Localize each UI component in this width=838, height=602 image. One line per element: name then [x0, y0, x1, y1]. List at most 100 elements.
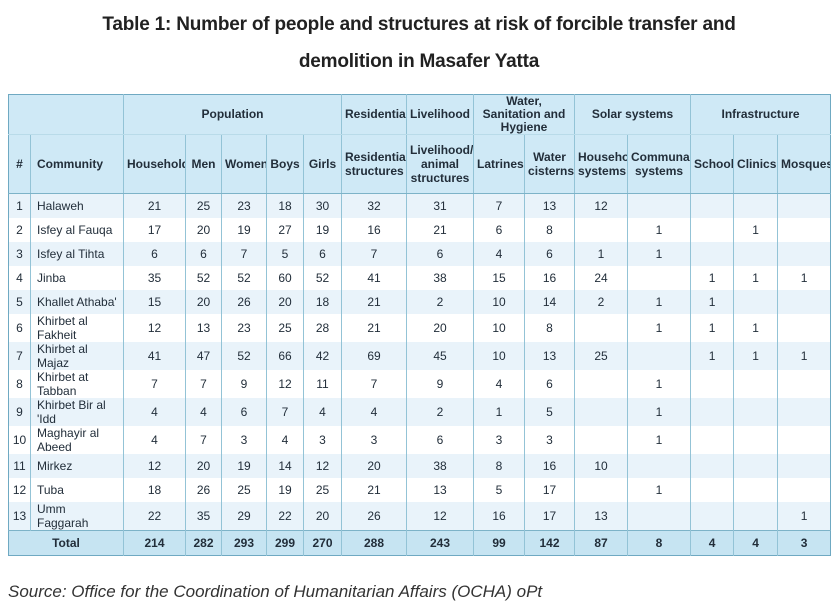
value-cell: 8: [473, 453, 525, 478]
value-cell: 1: [627, 217, 691, 242]
group-header-cell: Solar systems: [574, 94, 691, 135]
group-header-cell: Population: [122, 94, 342, 135]
value-cell: 35: [185, 501, 222, 530]
value-cell: [627, 501, 691, 530]
value-cell: 1: [733, 265, 778, 290]
value-cell: 1: [733, 217, 778, 242]
value-cell: 7: [123, 369, 186, 398]
value-cell: 5: [266, 241, 304, 266]
value-cell: 16: [473, 501, 525, 530]
value-cell: 16: [524, 453, 575, 478]
row-number-cell: 6: [16, 320, 23, 335]
value-cell: [690, 501, 734, 530]
value-cell: 22: [266, 501, 304, 530]
value-cell: 60: [266, 265, 304, 290]
value-cell: 20: [185, 453, 222, 478]
row-number-cell: 9: [16, 404, 23, 419]
table-row: 8 Khirbet at Tabban 7 7 9 12 11 7 9 4 6 1: [8, 369, 831, 398]
value-cell: 35: [123, 265, 186, 290]
total-value-cell: 142: [524, 529, 575, 555]
total-value-cell: 282: [185, 529, 222, 555]
community-cell: Mirkez: [30, 453, 124, 478]
value-cell: [627, 265, 691, 290]
value-cell: 29: [221, 501, 267, 530]
value-cell: 12: [123, 313, 186, 342]
value-cell: 7: [266, 397, 304, 426]
value-cell: [733, 369, 778, 398]
table-row: 6 Khirbet al Fakheit 12 13 23 25 28 21 20 10 8 1 1 1: [8, 313, 831, 342]
table-row: 11 Mirkez 12 20 19 14 12 20 38 8 16 10: [8, 453, 831, 478]
column-header-cell: Residential structures: [341, 134, 407, 194]
total-value-cell: 288: [341, 529, 407, 555]
value-cell: 13: [185, 313, 222, 342]
value-cell: 1: [627, 289, 691, 314]
column-header-cell: Mosques: [777, 134, 831, 194]
value-cell: [777, 397, 831, 426]
column-header-cell: Households: [123, 134, 186, 194]
value-cell: [733, 289, 778, 314]
value-cell: 6: [406, 241, 474, 266]
value-cell: 25: [185, 193, 222, 218]
column-header-cell: Latrines: [473, 134, 525, 194]
value-cell: 21: [123, 193, 186, 218]
value-cell: 47: [185, 341, 222, 370]
value-cell: 26: [221, 289, 267, 314]
group-header-cell: Residential: [341, 94, 407, 135]
value-cell: 42: [302, 341, 342, 370]
value-cell: 10: [473, 313, 525, 342]
total-value-cell: 4: [733, 529, 778, 555]
community-cell: Isfey al Tihta: [30, 241, 124, 266]
value-cell: 12: [123, 453, 186, 478]
value-cell: 4: [473, 241, 525, 266]
value-cell: 14: [266, 453, 304, 478]
total-row: Total 214 282 293 299 270 288 243 99 142 87 8 4 4 3: [8, 529, 831, 555]
value-cell: 16: [341, 217, 407, 242]
row-number-cell: 1: [16, 198, 23, 213]
value-cell: 6: [524, 369, 575, 398]
value-cell: 13: [524, 341, 575, 370]
value-cell: [777, 241, 831, 266]
row-number-cell: 8: [16, 376, 23, 391]
value-cell: 19: [302, 217, 342, 242]
value-cell: 7: [341, 369, 407, 398]
community-cell: Khirbet al Fakheit: [30, 313, 124, 342]
value-cell: 7: [341, 241, 407, 266]
value-cell: 20: [266, 289, 304, 314]
value-cell: 3: [473, 425, 525, 454]
value-cell: 7: [221, 241, 267, 266]
value-cell: 6: [473, 217, 525, 242]
value-cell: [733, 501, 778, 530]
value-cell: [690, 453, 734, 478]
value-cell: [574, 217, 628, 242]
value-cell: 17: [123, 217, 186, 242]
table-row: 1 Halaweh 21 25 23 18 30 32 31 7 13 12: [8, 193, 831, 218]
source-line: Source: Office for the Coordination of H…: [8, 581, 543, 601]
value-cell: 17: [524, 501, 575, 530]
column-header-cell: Community: [30, 134, 124, 194]
value-cell: 2: [406, 397, 474, 426]
value-cell: 11: [302, 369, 342, 398]
value-cell: 52: [302, 265, 342, 290]
value-cell: 7: [185, 425, 222, 454]
value-cell: 21: [341, 477, 407, 502]
community-cell: Halaweh: [30, 193, 124, 218]
value-cell: 1: [690, 289, 734, 314]
value-cell: 14: [524, 289, 575, 314]
value-cell: 19: [221, 217, 267, 242]
group-header-cell: [8, 94, 124, 135]
value-cell: 1: [627, 397, 691, 426]
column-header-row: #CommunityHouseholdsMenWomenBoysGirlsRes…: [8, 134, 831, 194]
page-title-line1: Table 1: Number of people and structures…: [102, 14, 736, 35]
value-cell: 25: [221, 477, 267, 502]
value-cell: [777, 369, 831, 398]
column-header-cell: Schools: [690, 134, 734, 194]
column-header-cell: Communal systems: [627, 134, 691, 194]
community-cell: Umm Faggarah: [30, 501, 124, 530]
value-cell: 12: [574, 193, 628, 218]
value-cell: 19: [266, 477, 304, 502]
total-value-cell: 99: [473, 529, 525, 555]
value-cell: 3: [524, 425, 575, 454]
value-cell: 45: [406, 341, 474, 370]
value-cell: 24: [574, 265, 628, 290]
row-number-cell: 5: [16, 294, 23, 309]
